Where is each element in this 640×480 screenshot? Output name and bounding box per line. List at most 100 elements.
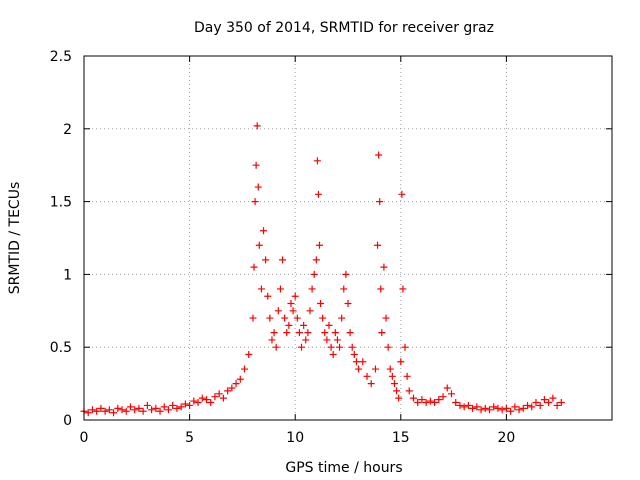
data-point <box>118 406 126 414</box>
data-point <box>553 401 561 409</box>
data-point <box>371 365 379 373</box>
data-point <box>274 307 282 315</box>
data-point <box>289 307 297 315</box>
data-point <box>264 292 272 300</box>
data-point <box>122 407 130 415</box>
data-point <box>374 241 382 249</box>
data-point <box>251 198 259 206</box>
data-point <box>173 404 181 412</box>
data-point <box>152 404 160 412</box>
chart-title: Day 350 of 2014, SRMTID for receiver gra… <box>194 20 494 36</box>
data-point <box>486 406 494 414</box>
data-point <box>249 314 257 322</box>
data-point <box>202 396 210 404</box>
data-point <box>333 336 341 344</box>
data-point <box>279 256 287 264</box>
data-point <box>536 401 544 409</box>
data-point <box>327 343 335 351</box>
data-point <box>131 406 139 414</box>
x-tick-label: 5 <box>185 430 194 446</box>
data-point <box>314 190 322 198</box>
data-point <box>469 404 477 412</box>
data-point <box>310 270 318 278</box>
data-point <box>507 407 515 415</box>
data-point <box>211 393 219 401</box>
y-tick-label: 2 <box>63 122 72 138</box>
data-point <box>302 336 310 344</box>
data-point <box>190 397 198 405</box>
data-point <box>367 380 375 388</box>
data-point <box>257 285 265 293</box>
data-point <box>114 404 122 412</box>
data-point <box>270 329 278 337</box>
data-point <box>422 399 430 407</box>
data-point <box>524 401 532 409</box>
data-point <box>549 394 557 402</box>
data-point <box>315 241 323 249</box>
data-point <box>321 329 329 337</box>
data-point <box>431 399 439 407</box>
data-point <box>380 263 388 271</box>
data-point <box>236 375 244 383</box>
data-point <box>498 406 506 414</box>
data-point <box>532 399 540 407</box>
x-axis-label: GPS time / hours <box>285 460 402 476</box>
data-point <box>135 404 143 412</box>
data-point <box>291 292 299 300</box>
data-point <box>84 409 92 417</box>
data-point <box>300 321 308 329</box>
data-point <box>186 401 194 409</box>
data-point <box>452 399 460 407</box>
data-point <box>346 329 354 337</box>
data-point <box>418 396 426 404</box>
data-point <box>126 403 134 411</box>
data-point <box>219 394 227 402</box>
data-point <box>143 401 151 409</box>
y-tick-labels: 0 0.5 1 1.5 2 2.5 <box>50 49 72 429</box>
data-point <box>164 406 172 414</box>
data-point <box>456 401 464 409</box>
data-point <box>519 404 527 412</box>
data-point <box>352 358 360 366</box>
data-point <box>281 314 289 322</box>
data-point <box>105 406 113 414</box>
data-point <box>363 372 371 380</box>
x-tick-label: 20 <box>497 430 515 446</box>
plot-frame <box>83 55 613 421</box>
y-tick-label: 2.5 <box>50 49 72 65</box>
data-point <box>255 241 263 249</box>
data-point <box>376 198 384 206</box>
data-point <box>388 372 396 380</box>
data-point <box>101 407 109 415</box>
data-point <box>194 399 202 407</box>
y-tick-label: 1 <box>63 267 72 283</box>
data-point <box>377 285 385 293</box>
data-point <box>426 397 434 405</box>
data-point <box>348 343 356 351</box>
data-point <box>460 403 468 411</box>
data-point <box>252 161 260 169</box>
data-point <box>312 256 320 264</box>
data-point <box>481 404 489 412</box>
data-point <box>215 390 223 398</box>
y-tick-label: 0 <box>63 413 72 429</box>
grid-lines <box>84 56 612 420</box>
data-point <box>375 151 383 159</box>
data-point <box>156 407 164 415</box>
data-point <box>93 407 101 415</box>
data-point <box>439 393 447 401</box>
data-point <box>272 343 280 351</box>
data-point <box>319 314 327 322</box>
data-point <box>350 350 358 358</box>
data-point <box>232 380 240 388</box>
data-points <box>80 122 565 417</box>
data-point <box>283 329 291 337</box>
data-point <box>331 329 339 337</box>
data-point <box>511 403 519 411</box>
data-point <box>254 183 262 191</box>
data-point <box>398 190 406 198</box>
data-point <box>464 401 472 409</box>
data-point <box>557 399 565 407</box>
data-point <box>409 394 417 402</box>
